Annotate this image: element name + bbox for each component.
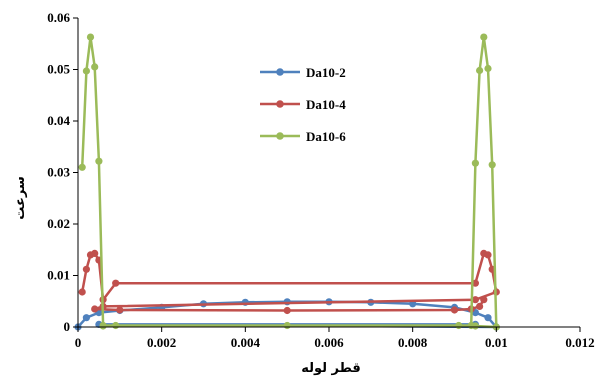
data-point	[484, 64, 492, 73]
data-point	[112, 321, 120, 330]
y-tick-label: 0	[64, 319, 71, 334]
y-axis-label: سرعت	[13, 176, 28, 220]
x-tick-label: 0.006	[314, 335, 344, 350]
legend-swatch-marker	[276, 68, 284, 76]
data-point	[476, 302, 484, 310]
data-point	[480, 296, 488, 304]
y-tick-label: 0.01	[47, 268, 70, 283]
y-tick-label: 0.05	[47, 62, 70, 77]
legend-swatch-marker	[276, 100, 284, 108]
legend-label: Da10-2	[306, 65, 346, 80]
data-point	[283, 306, 291, 315]
legend-label: Da10-4	[306, 97, 346, 112]
data-point	[450, 306, 459, 314]
series-layer	[74, 33, 500, 331]
y-tick-label: 0.02	[47, 216, 70, 231]
series-line-3	[80, 35, 498, 329]
data-point	[471, 279, 479, 287]
y-tick-label: 0.06	[47, 10, 70, 25]
data-point	[95, 157, 103, 165]
x-tick-label: 0.004	[231, 335, 261, 350]
data-point	[471, 159, 479, 167]
data-point	[91, 249, 99, 257]
data-point	[471, 322, 479, 330]
data-point	[82, 67, 90, 75]
data-point	[99, 322, 107, 330]
x-tick-label: 0.008	[398, 335, 428, 350]
data-point	[116, 306, 124, 314]
axes-layer: 0 0.002 0.004 0.006 0.008 0.01 0.012 0 0.01 0.02 0…	[47, 10, 594, 350]
x-tick-label: 0.01	[485, 335, 508, 350]
data-point	[78, 288, 86, 296]
legend: Da10-2 Da10-4 Da10-6	[260, 65, 346, 144]
data-point	[86, 33, 95, 41]
data-point	[484, 314, 492, 322]
data-point	[488, 161, 496, 169]
data-point	[476, 66, 484, 75]
data-point	[455, 321, 463, 330]
legend-label: Da10-6	[306, 129, 346, 144]
plot-background	[78, 18, 580, 327]
data-point	[471, 296, 479, 304]
data-point	[78, 163, 86, 171]
legend-swatch-marker	[276, 132, 284, 140]
data-point	[480, 33, 488, 41]
data-point	[82, 265, 90, 273]
data-point	[91, 305, 99, 313]
data-point	[484, 251, 492, 259]
data-point	[112, 279, 120, 287]
plot-area	[78, 18, 580, 327]
x-axis-label: قطر لوله	[301, 361, 361, 376]
y-tick-label: 0.04	[47, 113, 70, 128]
x-tick-label: 0.002	[147, 335, 176, 350]
x-tick-label: 0.012	[565, 335, 594, 350]
data-point	[82, 314, 90, 322]
x-tick-label: 0	[75, 335, 82, 350]
data-point	[283, 321, 291, 330]
data-point	[91, 63, 99, 71]
y-tick-label: 0.03	[47, 165, 70, 180]
